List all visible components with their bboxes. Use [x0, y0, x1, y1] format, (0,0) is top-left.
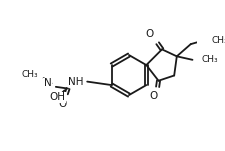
Text: OH: OH: [49, 92, 65, 102]
Text: O: O: [145, 29, 153, 39]
Text: O: O: [148, 91, 157, 101]
Text: N: N: [43, 78, 51, 88]
Text: CH₃: CH₃: [22, 70, 38, 79]
Text: CH₃: CH₃: [211, 36, 225, 45]
Text: CH₃: CH₃: [200, 55, 217, 64]
Text: NH: NH: [68, 77, 83, 87]
Text: O: O: [58, 99, 67, 109]
